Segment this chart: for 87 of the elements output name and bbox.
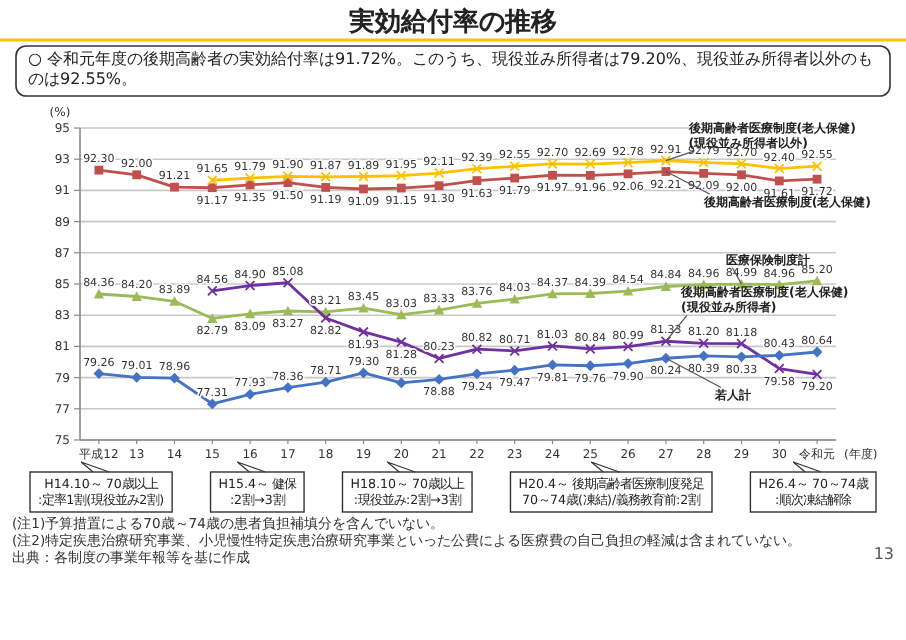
point xyxy=(358,171,369,182)
point xyxy=(509,345,520,357)
point xyxy=(774,363,785,374)
point xyxy=(811,160,823,172)
point xyxy=(547,158,558,170)
point xyxy=(320,171,331,183)
point xyxy=(622,341,634,352)
point xyxy=(548,170,557,180)
point xyxy=(660,281,672,291)
chart-title: 実効給付率の推移 xyxy=(347,6,557,38)
point xyxy=(509,160,520,172)
point xyxy=(396,170,407,181)
point xyxy=(472,176,482,185)
point xyxy=(585,158,596,170)
point xyxy=(811,346,823,358)
point xyxy=(170,182,179,192)
point xyxy=(131,291,142,301)
point xyxy=(547,340,558,352)
point xyxy=(736,351,747,363)
point xyxy=(433,353,445,364)
point xyxy=(358,326,369,338)
point xyxy=(282,305,294,316)
point xyxy=(774,163,785,174)
point xyxy=(471,343,483,355)
point xyxy=(282,277,294,289)
point xyxy=(358,302,369,313)
point xyxy=(434,181,444,191)
point xyxy=(774,176,784,186)
point xyxy=(320,376,332,388)
point xyxy=(395,377,407,389)
point xyxy=(282,171,294,182)
point xyxy=(244,172,256,184)
point xyxy=(320,312,331,324)
point xyxy=(812,174,822,184)
point xyxy=(622,157,634,168)
point xyxy=(207,183,217,193)
point xyxy=(132,170,142,180)
point xyxy=(169,296,180,306)
point xyxy=(585,288,596,298)
point xyxy=(131,372,143,383)
point xyxy=(94,165,104,175)
point xyxy=(207,285,218,297)
point xyxy=(737,170,746,180)
point xyxy=(433,304,445,315)
point xyxy=(207,313,218,323)
point xyxy=(660,352,672,364)
point xyxy=(510,173,520,183)
point xyxy=(433,374,445,385)
point xyxy=(396,309,407,320)
chart-subtitle: ○ 令和元年度の後期高齢者の実効給付率は91.72%。このうち、現役並み所得者は79.20%、現役並み所得者以外のものは92.55%。 xyxy=(28,50,874,88)
point xyxy=(207,174,218,186)
point xyxy=(811,275,823,286)
point xyxy=(736,338,747,349)
point xyxy=(396,336,407,348)
point xyxy=(622,358,634,369)
point xyxy=(698,157,709,168)
point xyxy=(622,285,634,296)
point xyxy=(433,167,445,179)
text: 13 xyxy=(873,545,894,563)
point xyxy=(736,158,747,170)
point xyxy=(358,367,369,379)
point xyxy=(244,280,256,291)
point xyxy=(660,155,672,166)
point xyxy=(509,364,521,376)
point xyxy=(471,368,483,380)
point xyxy=(773,349,785,361)
point xyxy=(471,163,483,175)
point xyxy=(321,183,331,192)
point xyxy=(359,184,368,194)
point xyxy=(585,171,595,180)
point xyxy=(547,288,558,299)
point xyxy=(585,343,596,355)
point xyxy=(93,368,105,379)
point xyxy=(93,288,105,299)
point xyxy=(396,183,406,193)
point xyxy=(169,372,180,384)
point xyxy=(699,169,709,178)
point xyxy=(660,335,672,347)
point xyxy=(698,337,709,349)
point xyxy=(623,169,633,179)
point xyxy=(282,382,294,393)
point xyxy=(509,293,520,304)
point xyxy=(206,398,218,410)
point xyxy=(244,388,256,400)
point xyxy=(244,308,256,319)
point xyxy=(811,369,823,380)
point xyxy=(471,298,483,308)
